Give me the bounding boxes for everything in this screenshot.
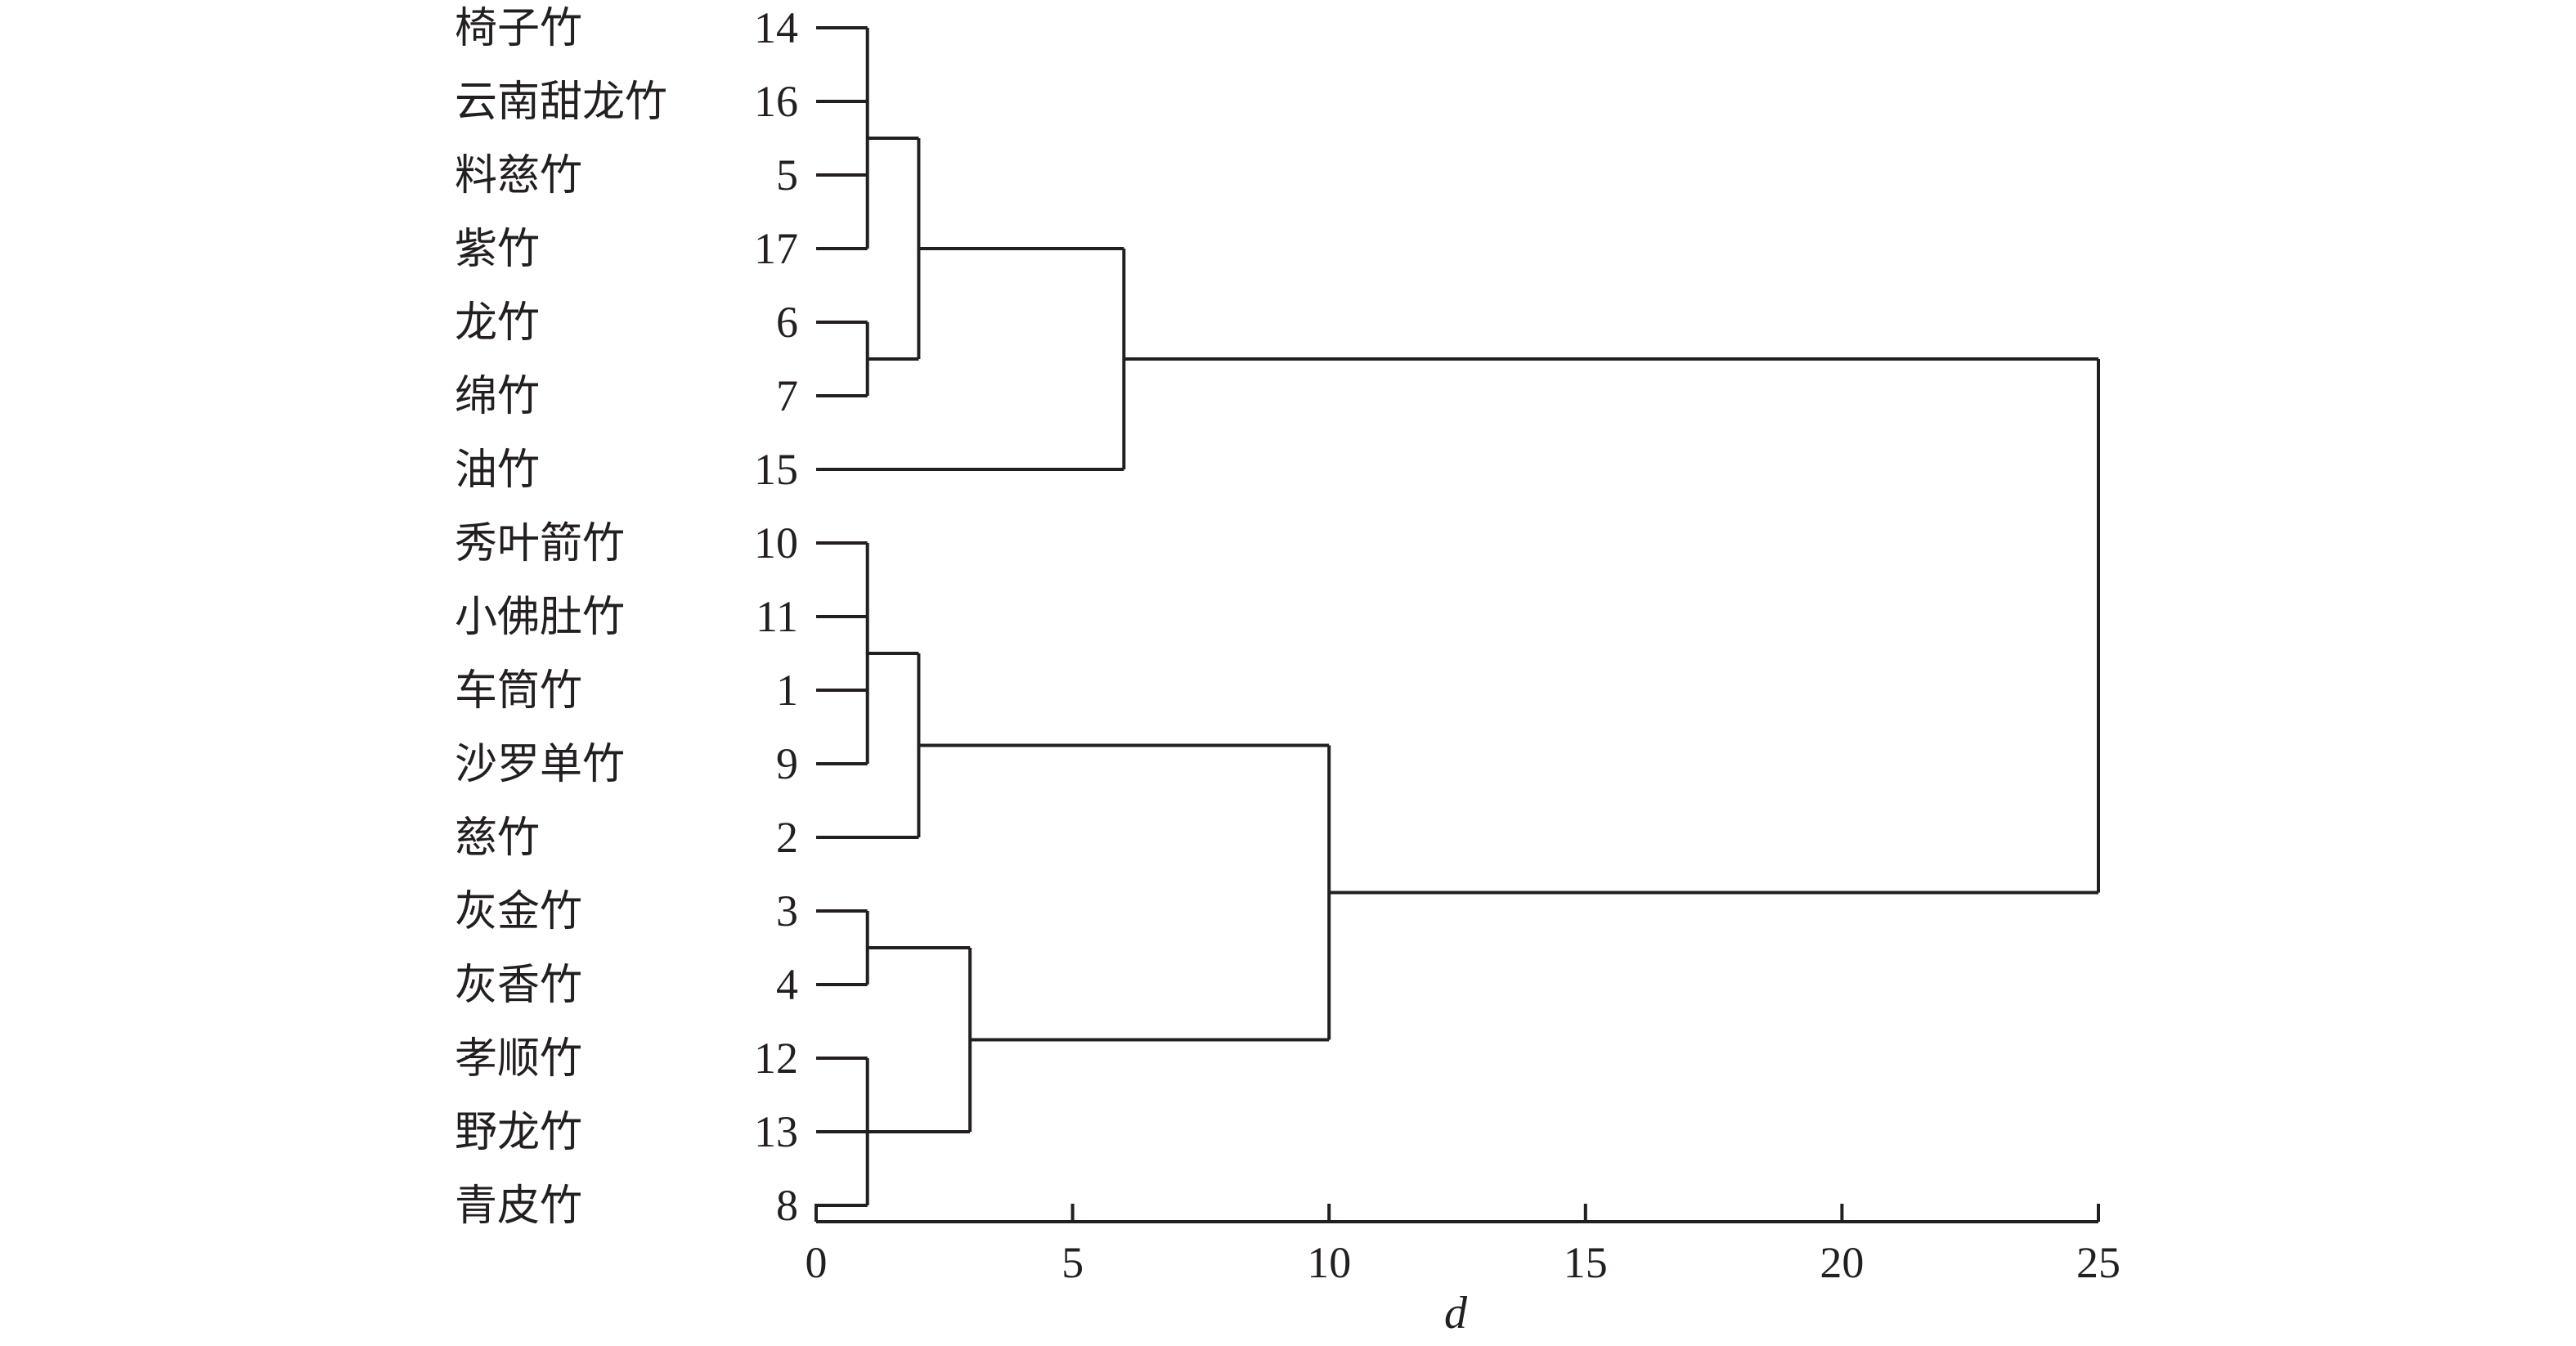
leaf-number: 2 (776, 813, 798, 862)
leaf-number: 3 (776, 886, 798, 935)
leaf-number: 4 (776, 960, 798, 1009)
leaf-name: 灰香竹 (455, 961, 582, 1010)
tick-label: 0 (806, 1238, 828, 1287)
leaf-name: 绵竹 (455, 372, 540, 421)
leaf-number: 5 (776, 150, 798, 200)
cluster-links (816, 26, 2100, 1207)
axis-title: d (1444, 1288, 1468, 1339)
leaf-number: 14 (754, 3, 798, 52)
leaf-name: 料慈竹 (455, 151, 582, 200)
tick-label: 20 (1820, 1238, 1864, 1287)
tick-label: 25 (2076, 1238, 2120, 1287)
leaf-number: 1 (776, 666, 798, 715)
leaf-name: 椅子竹 (455, 4, 582, 53)
leaf-name: 孝顺竹 (455, 1034, 582, 1084)
axis-ticks: 0 5 10 15 20 25 (806, 1204, 2120, 1287)
leaf-name: 紫竹 (455, 225, 540, 274)
tick-label: 15 (1564, 1238, 1608, 1287)
leaf-name: 秀叶箭竹 (455, 519, 625, 568)
leaf-name: 野龙竹 (455, 1108, 582, 1157)
leaf-number: 9 (776, 739, 798, 788)
leaf-number: 13 (754, 1107, 798, 1156)
leaf-number: 15 (754, 445, 798, 494)
leaf-name: 云南甜龙竹 (455, 78, 667, 127)
leaf-number: 16 (754, 77, 798, 126)
distance-axis: 0 5 10 15 20 25 d (806, 1204, 2120, 1339)
leaf-number: 10 (754, 518, 798, 568)
leaf-name: 慈竹 (455, 814, 540, 863)
leaf-name: 车筒竹 (455, 666, 582, 716)
leaf-name: 龙竹 (455, 298, 540, 348)
leaf-number: 6 (776, 298, 798, 347)
tick-label: 10 (1307, 1238, 1351, 1287)
leaf-name: 青皮竹 (455, 1182, 582, 1231)
leaf-number: 17 (754, 224, 798, 273)
leaf-number: 11 (756, 592, 798, 641)
leaf-number: 8 (776, 1181, 798, 1230)
leaf-number: 12 (754, 1034, 798, 1083)
leaf-name: 油竹 (455, 446, 540, 495)
tick-label: 5 (1061, 1238, 1084, 1287)
leaf-name: 灰金竹 (455, 887, 582, 936)
leaf-name: 沙罗单竹 (455, 740, 625, 789)
leaf-name: 小佛肚竹 (455, 593, 625, 642)
leaf-number: 7 (776, 371, 798, 420)
